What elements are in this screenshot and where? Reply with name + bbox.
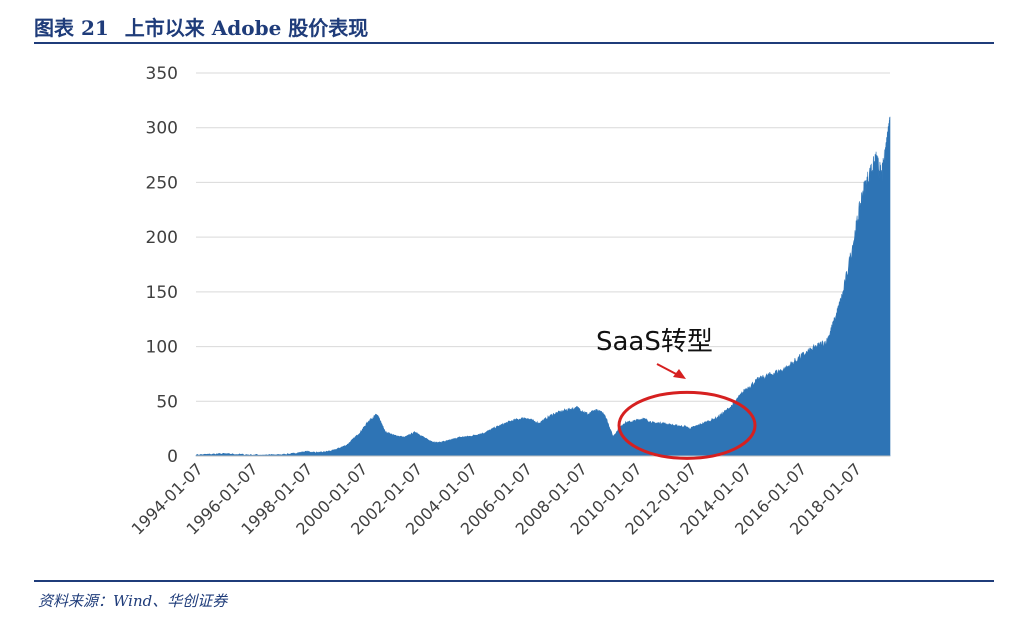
y-tick-label: 300	[146, 119, 178, 139]
annotation-label: SaaS转型	[596, 327, 713, 357]
y-tick-label: 150	[146, 283, 178, 303]
annotation-arrow-line	[656, 363, 679, 376]
annotation-arrow-head	[673, 369, 686, 379]
y-tick-label: 0	[167, 447, 178, 467]
area-chart: 0501001502002503003501994-01-071996-01-0…	[128, 64, 891, 539]
y-tick-label: 50	[156, 392, 178, 412]
saas-highlight-ellipse	[617, 390, 757, 460]
y-tick-label: 350	[146, 64, 178, 84]
bottom-rule	[34, 580, 994, 582]
y-tick-label: 100	[146, 338, 178, 358]
title-text: 上市以来 Adobe 股价表现	[124, 16, 369, 40]
y-tick-label: 200	[146, 228, 178, 248]
source-note: 资料来源：Wind、华创证券	[38, 592, 228, 610]
y-tick-label: 250	[146, 173, 178, 193]
price-area-series	[195, 116, 891, 457]
figure-number: 图表 21	[34, 16, 109, 40]
chart-title: 图表 21 上市以来 Adobe 股价表现	[34, 12, 368, 41]
top-rule	[34, 42, 994, 44]
title-bar: 图表 21 上市以来 Adobe 股价表现	[34, 8, 994, 42]
